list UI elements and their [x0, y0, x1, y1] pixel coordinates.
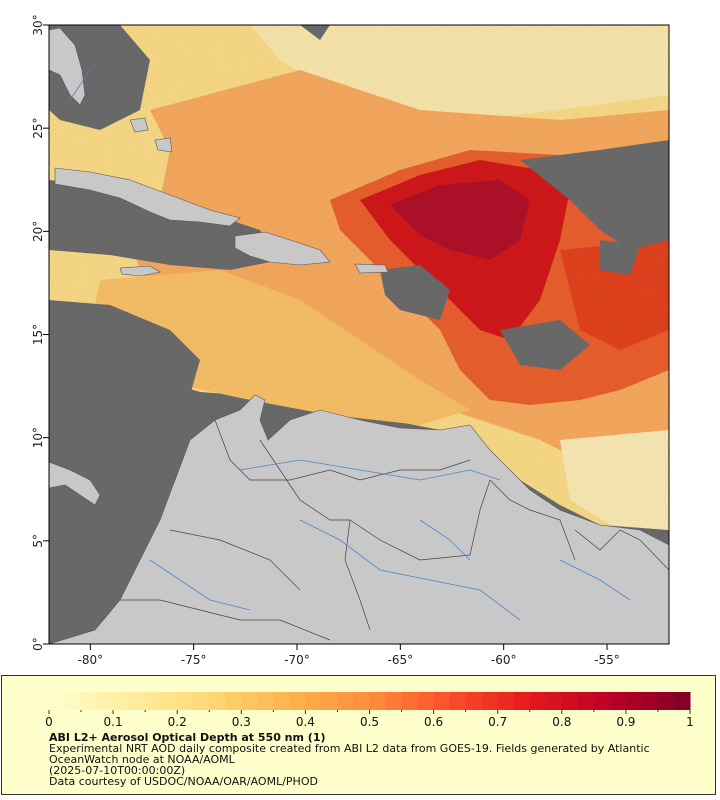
colorbar: 0 0.1 0.2 0.3 0.4 0.5 0.6 0.7 0.8 0.9 1 [45, 692, 694, 729]
colorbar-cell [545, 692, 563, 710]
south-america [49, 394, 669, 644]
caption-date: (2025-07-10T00:00:00Z) [49, 764, 186, 777]
colorbar-cell [641, 692, 659, 710]
colorbar-cell [321, 692, 338, 710]
colorbar-ticks: 0 0.1 0.2 0.3 0.4 0.5 0.6 0.7 0.8 0.9 1 [45, 710, 694, 729]
colorbar-cell [177, 692, 194, 710]
colorbar-cell [289, 692, 306, 710]
rivers [69, 69, 631, 621]
colorbar-label: 0.8 [552, 715, 571, 729]
colorbar-cell [193, 692, 210, 710]
colorbar-cell [593, 692, 611, 710]
colorbar-cell [273, 692, 290, 710]
colorbar-label: 1 [686, 715, 694, 729]
colorbar-cell [145, 692, 162, 710]
lat-tick-label: 0° [31, 637, 45, 651]
bahamas-1 [129, 117, 149, 133]
caption-title: ABI L2+ Aerosol Optical Depth at 550 nm … [49, 731, 326, 744]
caption-credit: Data courtesy of USDOC/NOAA/OAR/AOML/PHO… [49, 775, 318, 788]
colorbar-cell [465, 692, 483, 710]
colorbar-cell [417, 692, 435, 710]
lat-tick-label: 25° [31, 118, 45, 139]
colorbar-label: 0.1 [104, 715, 123, 729]
colorbar-cell [497, 692, 515, 710]
lon-tick-label: -80° [78, 653, 104, 667]
map-panel: 30° 25° 20° 15° 10° 5° 0° -80° -75° -70° -65° -60° -… [31, 14, 670, 667]
colorbar-label: 0.9 [616, 715, 635, 729]
colorbar-cell [305, 692, 322, 710]
puerto-rico [354, 263, 389, 274]
colorbar-cell [353, 692, 370, 710]
colorbar-cell [577, 692, 595, 710]
colorbar-label: 0.7 [488, 715, 507, 729]
lat-tick-label: 5° [31, 534, 45, 548]
colorbar-cell [65, 692, 82, 710]
colorbar-cell [97, 692, 114, 710]
colorbar-cell [609, 692, 627, 710]
colorbar-cell [513, 692, 531, 710]
lon-tick-label: -75° [181, 653, 207, 667]
colorbar-cell [625, 692, 643, 710]
bahamas-2 [154, 137, 173, 153]
caption: ABI L2+ Aerosol Optical Depth at 550 nm … [49, 732, 709, 787]
lon-tick-label: -70° [284, 653, 310, 667]
colorbar-label: 0.5 [360, 715, 379, 729]
lat-tick-label: 15° [31, 324, 45, 345]
legend-panel: 0 0.1 0.2 0.3 0.4 0.5 0.6 0.7 0.8 0.9 1 ABI L2+ Ae… [1, 675, 716, 795]
colorbar-cell [241, 692, 258, 710]
borders [120, 419, 669, 641]
hispaniola [234, 231, 331, 266]
colorbar-cell [657, 692, 675, 710]
colorbar-label: 0 [45, 715, 53, 729]
lon-tick-label: -65° [388, 653, 414, 667]
land [49, 27, 669, 644]
cuba [54, 167, 241, 227]
caption-description: Experimental NRT AOD daily composite cre… [49, 742, 654, 766]
colorbar-label: 0.3 [232, 715, 251, 729]
colorbar-cell [369, 692, 387, 710]
colorbar-label: 0.4 [296, 715, 315, 729]
colorbar-cell [561, 692, 579, 710]
colorbar-cell [225, 692, 242, 710]
colorbar-cell [129, 692, 146, 710]
lat-tick-label: 10° [31, 427, 45, 448]
colorbar-cell [81, 692, 98, 710]
colorbar-cell [433, 692, 451, 710]
colorbar-cell [401, 692, 419, 710]
colorbar-cell [673, 692, 691, 710]
colorbar-label: 0.2 [168, 715, 187, 729]
colorbar-cell [161, 692, 178, 710]
lat-tick-label: 30° [31, 14, 45, 35]
aod-map: 30° 25° 20° 15° 10° 5° 0° -80° -75° -70° -65° -60° -… [31, 14, 670, 667]
colorbar-cell [49, 692, 66, 710]
colorbar-label: 0.6 [424, 715, 443, 729]
colorbar-cell [481, 692, 499, 710]
lon-tick-label: -60° [491, 653, 517, 667]
lat-tick-label: 20° [31, 221, 45, 242]
colorbar-cell [337, 692, 354, 710]
jamaica [119, 265, 161, 277]
colorbar-cell [257, 692, 274, 710]
florida [49, 27, 86, 106]
colorbar-cell [113, 692, 130, 710]
lon-tick-label: -55° [594, 653, 620, 667]
central-america [49, 461, 101, 506]
colorbar-cell [449, 692, 467, 710]
colorbar-cell [529, 692, 547, 710]
colorbar-cell [209, 692, 226, 710]
colorbar-cell [385, 692, 403, 710]
colorbar-cells [49, 692, 691, 710]
map-axis-ticks: 30° 25° 20° 15° 10° 5° 0° -80° -75° -70° -65° -60° -… [31, 14, 620, 667]
